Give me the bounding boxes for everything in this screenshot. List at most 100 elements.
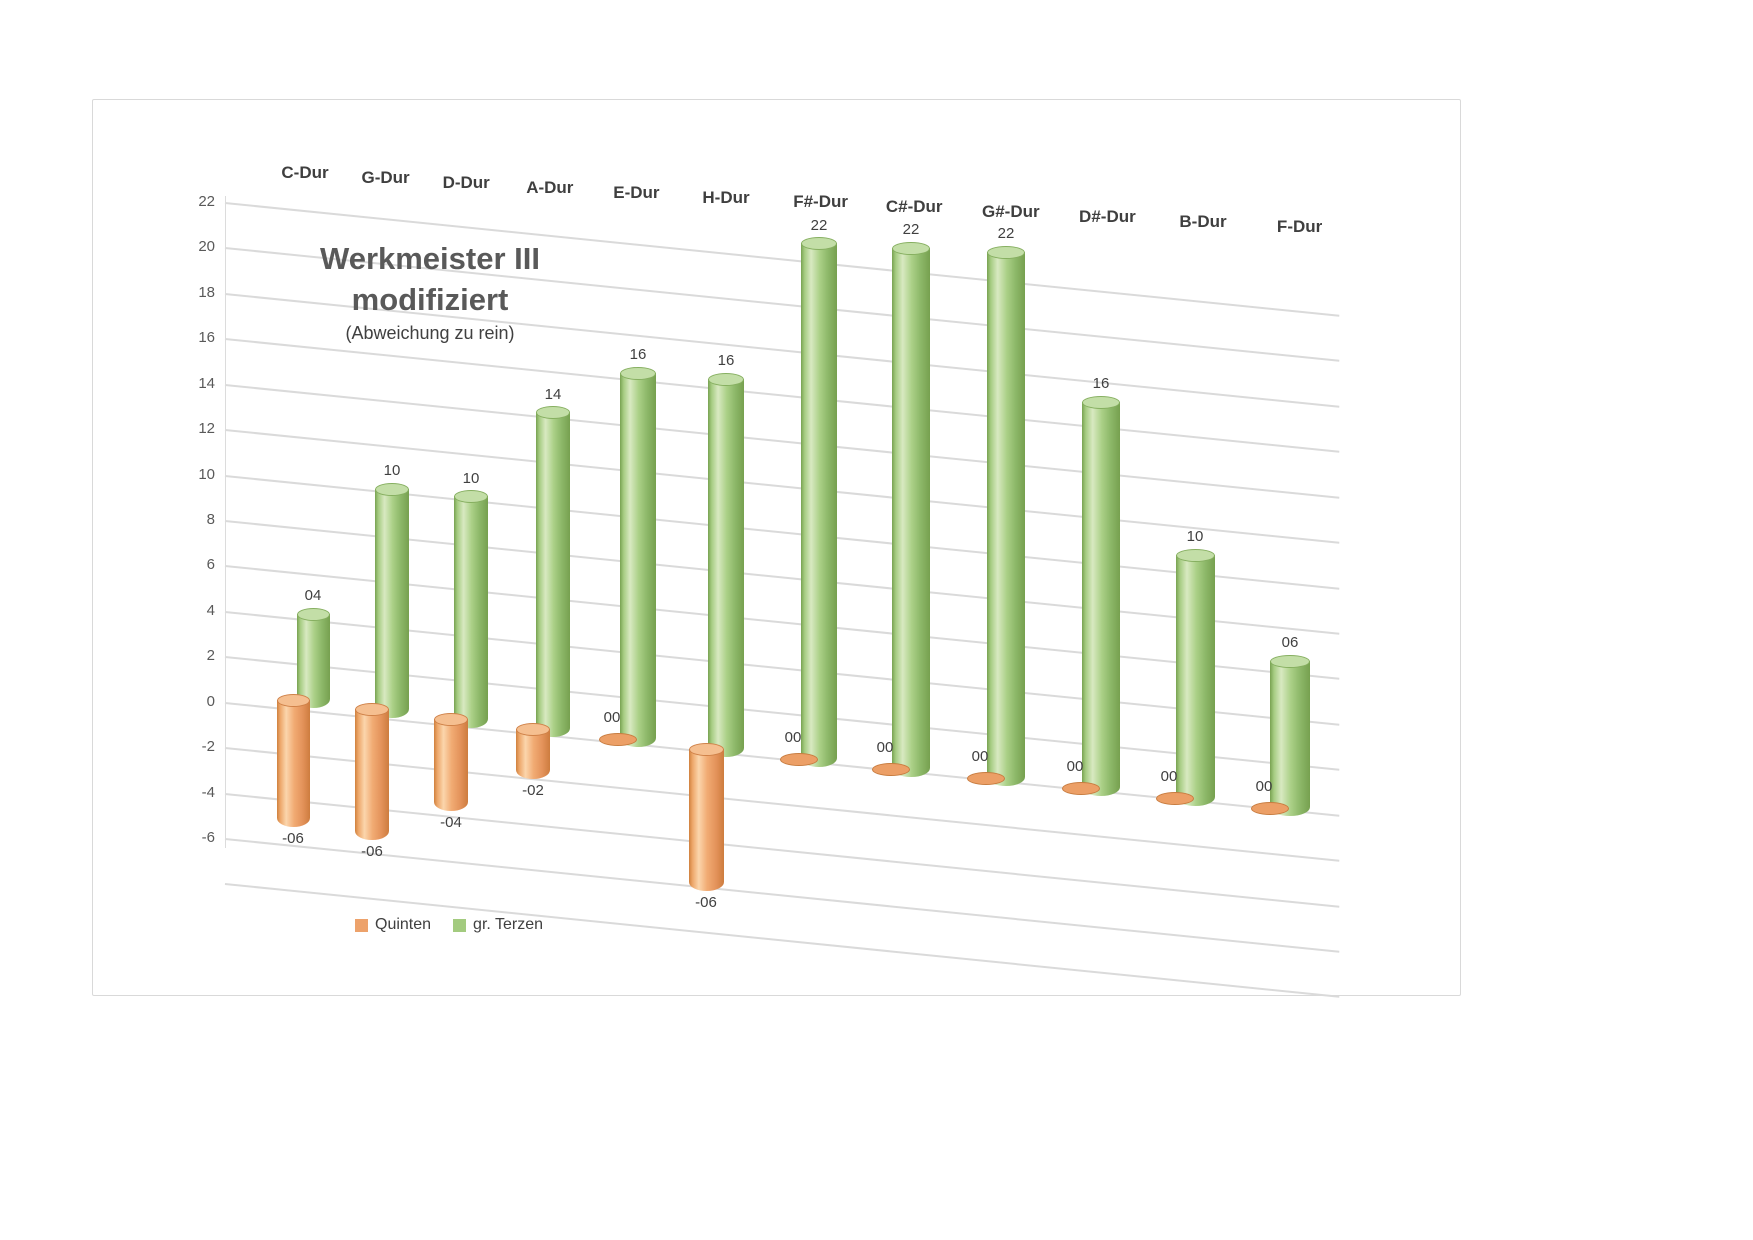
value-label-quinten-D#-Dur: 00 [1066, 758, 1084, 776]
cylinder-body [276, 699, 310, 827]
chart-title-line1: Werkmeister III [320, 241, 540, 276]
cylinder-body [434, 719, 468, 811]
value-label-quinten-E-Dur: 00 [603, 709, 621, 727]
cylinder-body [708, 378, 744, 757]
cylinder-body [620, 372, 656, 748]
legend: Quinten gr. Terzen [355, 916, 543, 934]
y-tick-label: 18 [198, 283, 215, 301]
disc-quinten-B-Dur [1156, 792, 1194, 805]
value-label-quinten-D-Dur: -04 [440, 813, 462, 831]
value-label-terzen-C-Dur: 04 [304, 587, 322, 604]
cylinder-cap [1270, 654, 1310, 668]
bar-terzen-C#-Dur [892, 241, 930, 777]
value-label-terzen-D#-Dur: 16 [1092, 375, 1110, 393]
bar-terzen-D#-Dur [1081, 395, 1121, 797]
bar-terzen-G-Dur [375, 482, 409, 718]
gridline [224, 838, 1340, 953]
cylinder-cap [892, 241, 930, 255]
value-label-quinten-B-Dur: 00 [1160, 768, 1178, 785]
cylinder-cap [515, 722, 551, 736]
legend-label-terzen: gr. Terzen [473, 916, 544, 933]
chart-frame [92, 99, 1461, 996]
category-label-G#-Dur: G#-Dur [981, 202, 1040, 222]
cylinder-cap [688, 742, 724, 756]
bar-terzen-F-Dur [1270, 654, 1310, 816]
category-label-A-Dur: A-Dur [526, 177, 574, 197]
chart-title-line2: modifiziert [351, 282, 509, 317]
category-label-F-Dur: F-Dur [1276, 216, 1323, 236]
y-tick-label: 12 [198, 420, 215, 438]
category-label-C-Dur: C-Dur [281, 163, 329, 182]
cylinder-cap [1175, 548, 1215, 562]
cylinder-cap [453, 490, 489, 504]
y-tick-label: 22 [198, 193, 215, 210]
cylinder-body [1081, 401, 1121, 797]
cylinder-body [355, 709, 389, 840]
chart-title-block: Werkmeister III modifiziert (Abweichung … [250, 238, 610, 344]
value-label-terzen-B-Dur: 10 [1186, 528, 1204, 545]
disc-quinten-D#-Dur [1062, 782, 1100, 796]
legend-swatch-terzen [453, 918, 467, 932]
value-label-terzen-A-Dur: 14 [544, 385, 562, 403]
y-tick-label: -4 [201, 783, 215, 801]
value-label-terzen-D-Dur: 10 [462, 469, 480, 487]
cylinder-body [1270, 660, 1310, 816]
bar-terzen-D-Dur [453, 490, 489, 728]
chart-subtitle: (Abweichung zu rein) [345, 323, 515, 343]
cylinder-cap [708, 372, 744, 386]
cylinder-cap [1081, 395, 1121, 409]
cylinder-body [1175, 554, 1215, 806]
category-label-F#-Dur: F#-Dur [793, 192, 848, 212]
bar-terzen-E-Dur [620, 366, 656, 748]
category-label-H-Dur: H-Dur [702, 187, 750, 207]
gridline [224, 792, 1340, 907]
cylinder-cap [987, 245, 1025, 259]
disc-quinten-E-Dur [599, 733, 637, 747]
bar-quinten-C-Dur [276, 693, 310, 827]
category-label-C#-Dur: C#-Dur [885, 197, 943, 217]
y-tick-label: 6 [206, 556, 215, 574]
disc-quinten-C#-Dur [872, 762, 910, 776]
bar-terzen-B-Dur [1175, 548, 1215, 806]
y-axis-line [225, 196, 226, 849]
cylinder-body [453, 496, 489, 728]
y-tick-label: 2 [206, 647, 215, 665]
cylinder-body [296, 613, 330, 708]
y-tick-label: 14 [198, 374, 215, 392]
cylinder-cap [296, 607, 330, 621]
value-label-quinten-A-Dur: -02 [522, 782, 544, 800]
y-tick-label: 10 [198, 465, 215, 483]
bar-quinten-A-Dur [515, 722, 551, 780]
bar-terzen-C-Dur [296, 607, 330, 708]
value-label-quinten-C-Dur: -06 [282, 830, 304, 847]
bar-quinten-G-Dur [355, 703, 389, 840]
value-label-quinten-C#-Dur: 00 [876, 738, 894, 756]
gridline [224, 338, 1340, 453]
bar-terzen-H-Dur [708, 372, 744, 757]
cylinder-cap [434, 713, 468, 727]
category-label-B-Dur: B-Dur [1179, 212, 1227, 231]
y-tick-label: 16 [198, 329, 215, 347]
y-tick-label: 8 [206, 511, 215, 528]
y-tick-label: -6 [201, 829, 215, 847]
disc-quinten-F#-Dur [780, 752, 818, 766]
gridline [224, 383, 1340, 499]
cylinder-body [375, 488, 409, 718]
y-tick-label: 4 [206, 601, 215, 619]
legend-item-terzen: gr. Terzen [453, 916, 543, 934]
cylinder-cap [620, 366, 656, 380]
cylinder-cap [276, 693, 310, 707]
cylinder-body [535, 412, 571, 738]
cylinder-cap [375, 482, 409, 496]
value-label-terzen-H-Dur: 16 [717, 352, 735, 369]
value-label-terzen-F-Dur: 06 [1281, 634, 1299, 652]
cylinder-body [515, 728, 551, 780]
gridline-floor-edge [224, 883, 1340, 998]
value-label-quinten-G#-Dur: 00 [971, 748, 989, 766]
value-label-quinten-H-Dur: -06 [695, 894, 717, 911]
cylinder-cap [800, 237, 838, 251]
value-label-quinten-F#-Dur: 00 [784, 728, 802, 746]
bar-quinten-H-Dur [688, 742, 724, 891]
